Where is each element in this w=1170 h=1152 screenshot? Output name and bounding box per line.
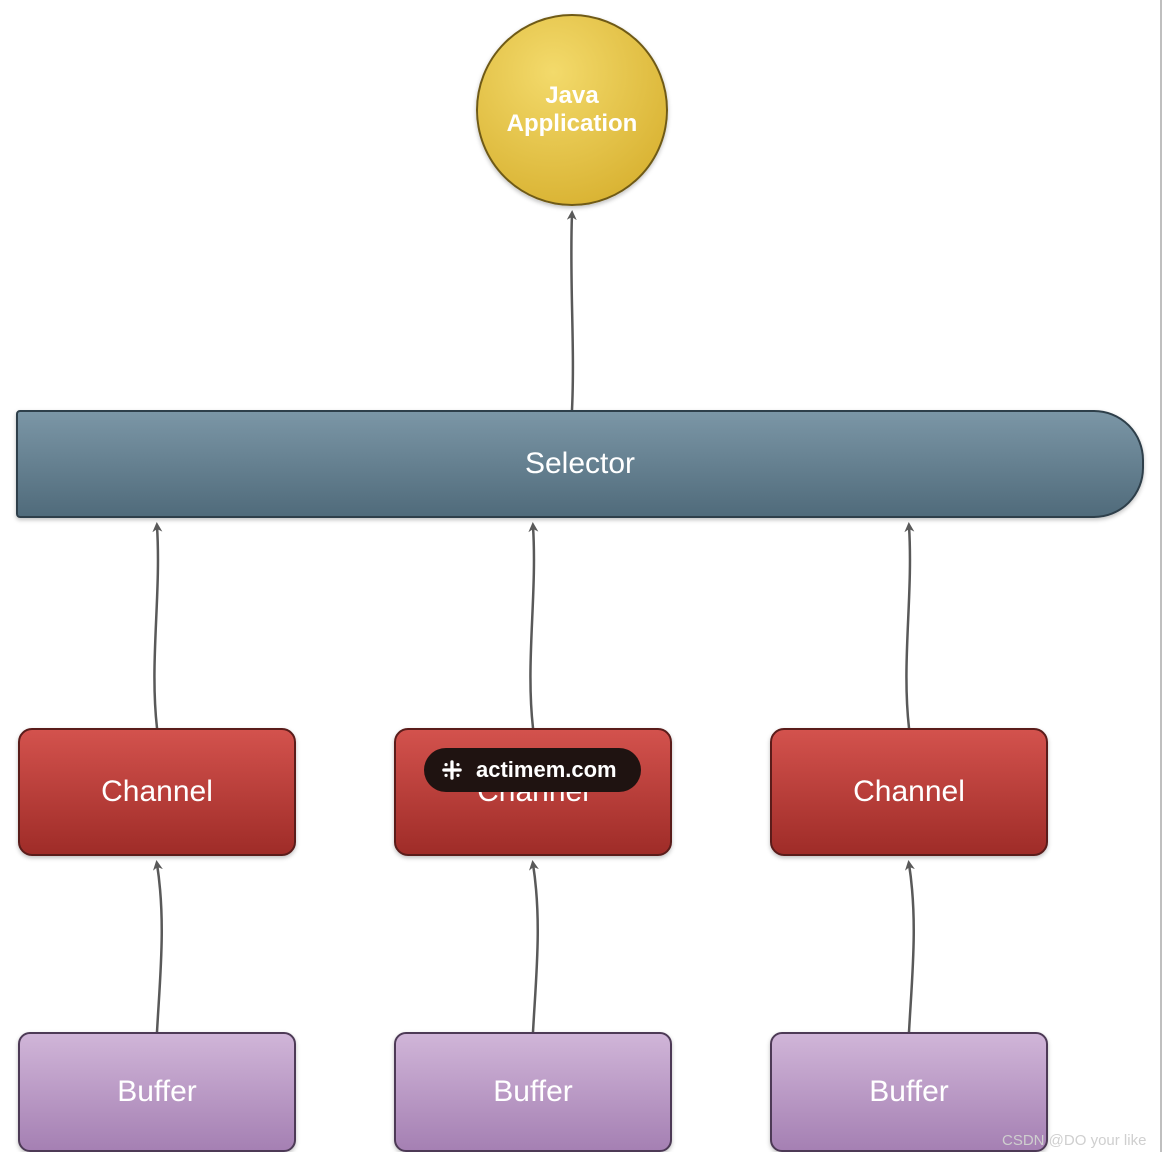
source-badge: actimem.com bbox=[424, 748, 641, 792]
buffer-label: Buffer bbox=[493, 1075, 573, 1109]
page-border-right bbox=[1160, 0, 1162, 1152]
selector-node: Selector bbox=[16, 410, 1144, 518]
selector-label: Selector bbox=[525, 447, 635, 481]
channel-label: Channel bbox=[101, 775, 213, 809]
channel-node-3: Channel bbox=[770, 728, 1048, 856]
java-application-label: JavaApplication bbox=[507, 82, 638, 138]
globe-icon bbox=[438, 756, 466, 784]
source-badge-text: actimem.com bbox=[476, 757, 617, 783]
java-application-node: JavaApplication bbox=[476, 14, 668, 206]
buffer-node-1: Buffer bbox=[18, 1032, 296, 1152]
channel-label: Channel bbox=[853, 775, 965, 809]
buffer-node-2: Buffer bbox=[394, 1032, 672, 1152]
buffer-label: Buffer bbox=[869, 1075, 949, 1109]
csdn-watermark: CSDN @DO your like bbox=[1002, 1132, 1146, 1149]
channel-node-1: Channel bbox=[18, 728, 296, 856]
watermark-text: CSDN @DO your like bbox=[1002, 1132, 1146, 1149]
buffer-label: Buffer bbox=[117, 1075, 197, 1109]
